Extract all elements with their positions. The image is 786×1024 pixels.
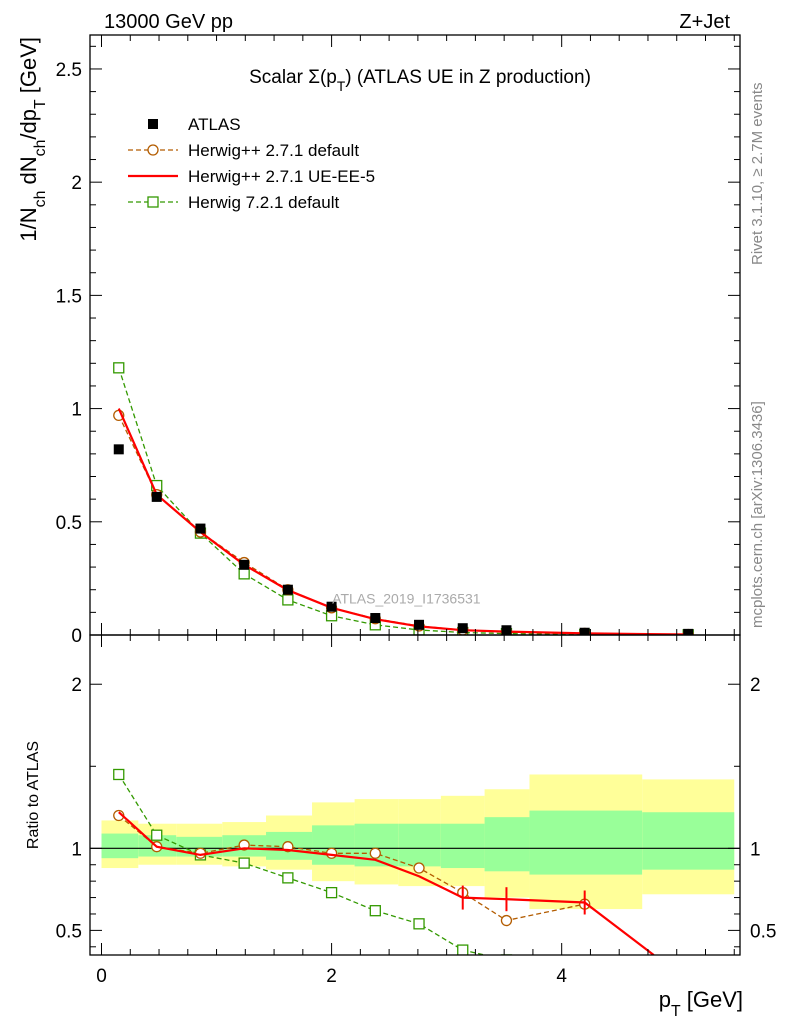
series-atlas [113,444,694,635]
data-point [195,523,206,534]
data-point [151,491,162,502]
ratio-point [369,905,381,917]
y-tick-label: 1.5 [56,286,82,307]
series-line [117,408,689,635]
data-point [282,594,294,606]
uncertainty-band-green [398,823,441,867]
data-point [370,613,381,624]
chart-title: Scalar Σ(pT) (ATLAS UE in Z production) [249,67,591,94]
ratio-point [413,862,425,874]
header-process-label: Z+Jet [679,11,730,33]
legend-entry: Herwig++ 2.7.1 UE-EE-5 [128,167,375,186]
data-point [501,625,512,635]
uncertainty-band-green [484,817,530,872]
ratio-axis-ticks: 0.5 0.5 1 1 2 2 [56,635,776,955]
data-point [457,623,468,634]
ratio-series-herwig-2-7-1-ue-ee-5 [118,811,655,955]
uncertainty-band-green [101,833,139,859]
legend-label: Herwig++ 2.7.1 UE-EE-5 [188,167,375,186]
ratio-y-tick-label: 2 [71,675,82,696]
ratio-plot-content [90,768,740,955]
data-point [579,627,590,635]
legend-label: Herwig 7.2.1 default [188,193,339,212]
ratio-point [238,857,250,869]
main-panel: 0 0.5 1 1.5 2 2.5 Scalar Σ(pT) (ATLAS UE in Z… [16,34,741,647]
analysis-watermark: ATLAS_2019_I1736531 [332,590,481,606]
legend-entry: ATLAS [148,115,241,134]
y-tick-label: 0.5 [56,513,82,534]
uncertainty-band-green [440,823,485,869]
main-plot-content [113,362,694,635]
ratio-plot-frame [89,634,741,956]
ratio-point [500,954,513,955]
ratio-point [457,944,469,955]
ratio-point [282,872,294,884]
uncertainty-band-green [312,825,355,865]
x-tick-label: 0 [96,966,107,987]
data-point [414,619,425,630]
ratio-y-tick-label: 0.5 [56,921,82,942]
ratio-point [113,768,125,781]
ratio-y-tick-label: 1 [71,839,82,860]
data-point [326,601,337,612]
series-herwig-2-7-1-ue-ee-5 [117,408,689,635]
main-axis-ticks: 0 0.5 1 1.5 2 2.5 [56,35,740,647]
ratio-point [325,847,338,859]
legend-marker [147,196,159,208]
x-tick-labels: 0 2 4 [96,966,567,987]
ratio-y-tick-label-right: 2 [750,675,761,696]
data-point [113,444,124,455]
ratio-point [325,886,338,899]
ratio-line [118,774,488,955]
uncertainty-band-green [529,810,643,875]
header-energy-label: 13000 GeV pp [104,11,233,33]
data-point [282,584,293,595]
ratio-panel: 0.5 0.5 1 1 2 2 Ratio to ATLAS [25,634,776,956]
ratio-y-tick-label-right: 1 [750,839,761,860]
legend-marker [147,144,159,156]
legend: ATLAS Herwig++ 2.7.1 default Herwig++ 2.7.… [128,115,375,212]
ratio-y-axis-label: Ratio to ATLAS [25,741,42,849]
x-axis-label: pT [GeV] [659,987,743,1020]
y-axis-label: 1/Nch dNch/dpT [GeV] [16,37,49,242]
rivet-version-label: Rivet 3.1.10, ≥ 2.7M events [749,83,766,266]
ratio-point [500,914,513,927]
ratio-line [118,811,655,955]
y-tick-label: 2 [71,173,82,194]
mcplots-reference-label: mcplots.cern.ch [arXiv:1306.3436] [749,401,766,628]
ratio-point [413,918,425,930]
y-tick-label: 2.5 [56,60,82,81]
legend-label: Herwig++ 2.7.1 default [188,141,359,160]
ratio-point [151,829,163,841]
data-point [113,362,125,374]
legend-entry: Herwig++ 2.7.1 default [128,141,359,160]
x-tick-label: 2 [326,966,337,987]
legend-label: ATLAS [188,115,241,134]
legend-marker [148,119,158,129]
data-point [238,568,250,580]
y-tick-label: 0 [71,626,82,647]
data-point [683,628,694,635]
legend-entry: Herwig 7.2.1 default [128,193,339,212]
x-tick-label: 4 [556,966,567,987]
y-tick-label: 1 [71,400,82,421]
ratio-point [369,847,381,859]
ratio-y-tick-label-right: 0.5 [750,921,776,942]
uncertainty-band-green [642,812,735,870]
data-point [239,559,250,570]
